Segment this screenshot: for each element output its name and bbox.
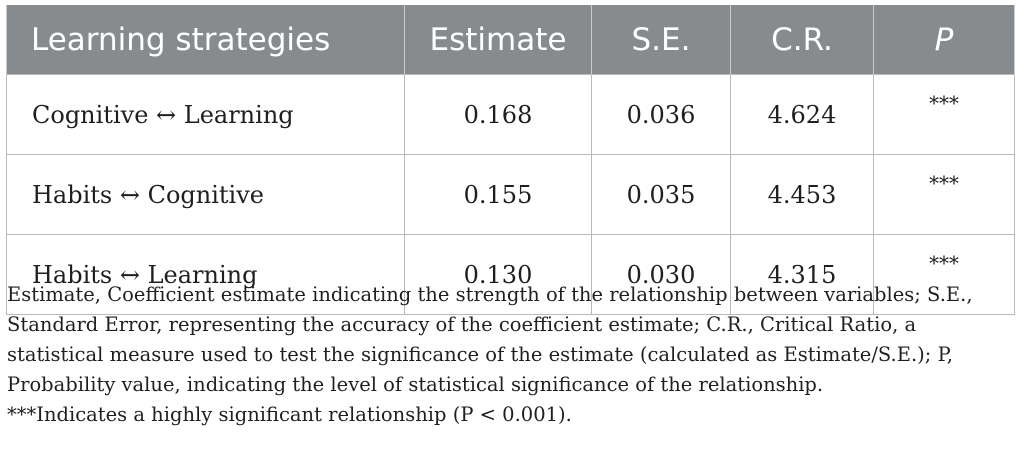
cell-se: 0.030: [591, 234, 731, 315]
cell-p: ***: [873, 74, 1015, 155]
cell-strategy: Habits ↔ Learning: [6, 234, 405, 315]
cell-cr: 4.453: [730, 154, 874, 235]
table-header-row: Learning strategies Estimate S.E. C.R. P: [6, 5, 1015, 75]
header-cr: C.R.: [730, 5, 874, 75]
header-estimate: Estimate: [404, 5, 592, 75]
table-row: Cognitive ↔ Learning 0.168 0.036 4.624 *…: [6, 74, 1015, 155]
cell-p: ***: [873, 154, 1015, 235]
cell-se: 0.035: [591, 154, 731, 235]
cell-cr: 4.624: [730, 74, 874, 155]
cell-estimate: 0.155: [404, 154, 592, 235]
footnote-significance: ***Indicates a highly significant relati…: [7, 403, 572, 426]
footnote-definitions: Estimate, Coefficient estimate indicatin…: [7, 283, 973, 396]
results-table: Learning strategies Estimate S.E. C.R. P…: [6, 5, 1015, 315]
cell-estimate: 0.168: [404, 74, 592, 155]
table-row: Habits ↔ Learning 0.130 0.030 4.315 ***: [6, 234, 1015, 315]
table-row: Habits ↔ Cognitive 0.155 0.035 4.453 ***: [6, 154, 1015, 235]
header-learning-strategies: Learning strategies: [6, 5, 405, 75]
table-footnotes: Estimate, Coefficient estimate indicatin…: [7, 280, 1013, 430]
cell-strategy: Cognitive ↔ Learning: [6, 74, 405, 155]
results-table-container: Learning strategies Estimate S.E. C.R. P…: [6, 5, 1015, 315]
cell-estimate: 0.130: [404, 234, 592, 315]
cell-cr: 4.315: [730, 234, 874, 315]
cell-strategy: Habits ↔ Cognitive: [6, 154, 405, 235]
cell-se: 0.036: [591, 74, 731, 155]
header-p: P: [873, 5, 1015, 75]
header-se: S.E.: [591, 5, 731, 75]
cell-p: ***: [873, 234, 1015, 315]
